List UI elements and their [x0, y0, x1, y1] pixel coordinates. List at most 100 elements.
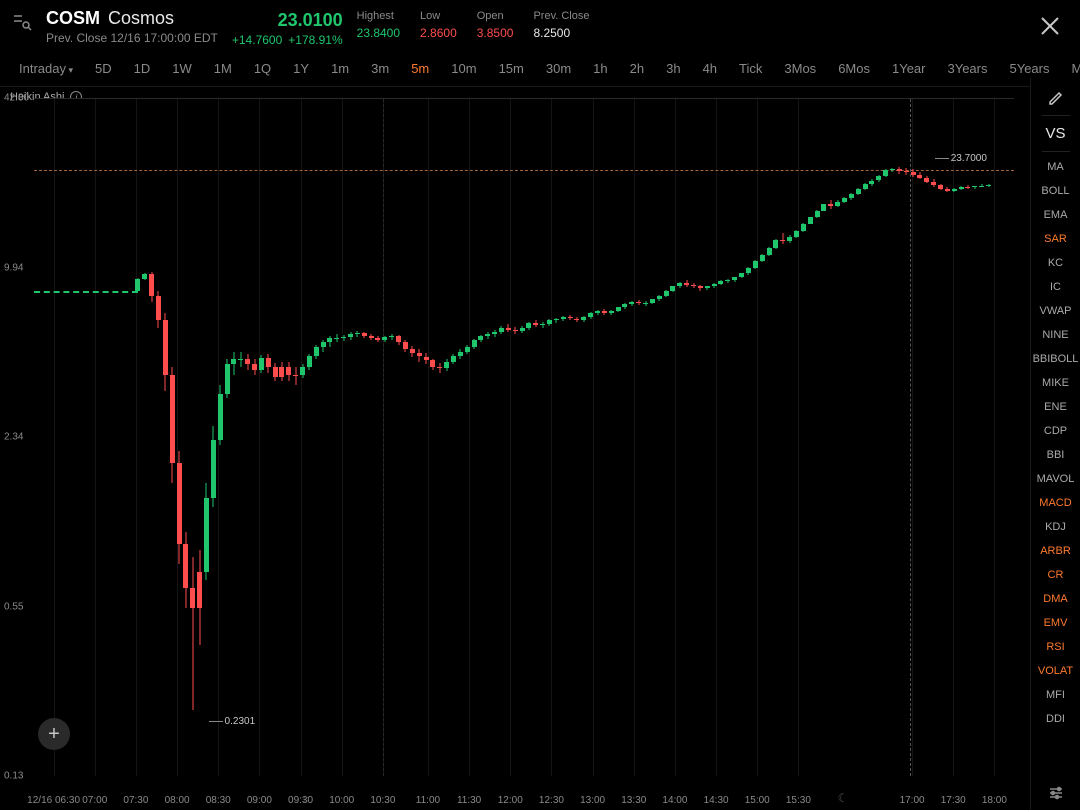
- x-axis-label: 10:00: [329, 795, 354, 806]
- timeframe-1w[interactable]: 1W: [163, 59, 201, 78]
- indicator-boll[interactable]: BOLL: [1033, 179, 1079, 203]
- x-axis-label: 15:00: [745, 795, 770, 806]
- candle: [718, 280, 723, 285]
- candle: [732, 277, 737, 282]
- candle: [533, 320, 538, 327]
- candle: [334, 334, 339, 343]
- candle: [355, 331, 360, 337]
- candle: [945, 187, 950, 192]
- indicator-kc[interactable]: KC: [1033, 251, 1079, 275]
- x-axis-label: 13:30: [621, 795, 646, 806]
- indicator-rsi[interactable]: RSI: [1033, 635, 1079, 659]
- indicator-mavol[interactable]: MAVOL: [1033, 467, 1079, 491]
- indicator-mike[interactable]: MIKE: [1033, 371, 1079, 395]
- indicator-ene[interactable]: ENE: [1033, 395, 1079, 419]
- candle: [705, 286, 710, 290]
- timeframe-4h[interactable]: 4h: [694, 59, 726, 78]
- indicator-arbr[interactable]: ARBR: [1033, 539, 1079, 563]
- x-axis-label: 18:00: [982, 795, 1007, 806]
- timeframe-1q[interactable]: 1Q: [245, 59, 280, 78]
- timeframe-2h[interactable]: 2h: [621, 59, 653, 78]
- indicator-dma[interactable]: DMA: [1033, 587, 1079, 611]
- candle: [218, 385, 223, 446]
- indicator-mfi[interactable]: MFI: [1033, 683, 1079, 707]
- close-icon[interactable]: [1038, 14, 1062, 43]
- timeframe-6mos[interactable]: 6Mos: [829, 59, 879, 78]
- candle: [492, 330, 497, 337]
- candle: [327, 336, 332, 347]
- timeframe-1m[interactable]: 1M: [205, 59, 241, 78]
- indicator-volat[interactable]: VOLAT: [1033, 659, 1079, 683]
- candle: [828, 200, 833, 208]
- timeframe-5m[interactable]: 5m: [402, 59, 438, 78]
- candle: [767, 247, 772, 256]
- timeframe-intraday[interactable]: Intraday: [10, 59, 82, 78]
- candle: [561, 316, 566, 321]
- edit-icon[interactable]: [1031, 82, 1080, 112]
- indicator-macd[interactable]: MACD: [1033, 491, 1079, 515]
- chart-canvas[interactable]: 23.70000.2301: [34, 98, 1014, 776]
- timeframe-5years[interactable]: 5Years: [1000, 59, 1058, 78]
- candle: [375, 336, 380, 342]
- ticker-symbol[interactable]: COSM: [46, 8, 100, 29]
- timeframe-3years[interactable]: 3Years: [938, 59, 996, 78]
- add-indicator-button[interactable]: +: [38, 718, 70, 750]
- candle: [931, 179, 936, 187]
- candle: [890, 168, 895, 173]
- timeframe-1m[interactable]: 1m: [322, 59, 358, 78]
- candle: [965, 185, 970, 189]
- timeframe-15m[interactable]: 15m: [490, 59, 533, 78]
- timeframe-3mos[interactable]: 3Mos: [775, 59, 825, 78]
- timeframe-3m[interactable]: 3m: [362, 59, 398, 78]
- indicator-nine[interactable]: NINE: [1033, 323, 1079, 347]
- timeframe-5d[interactable]: 5D: [86, 59, 121, 78]
- timeframe-1d[interactable]: 1D: [125, 59, 160, 78]
- candle: [382, 336, 387, 342]
- candle: [341, 335, 346, 341]
- ohlc-label: Open: [477, 10, 514, 22]
- search-icon[interactable]: [12, 8, 32, 37]
- candle: [602, 309, 607, 315]
- timeframe-1year[interactable]: 1Year: [883, 59, 935, 78]
- timeframe-30m[interactable]: 30m: [537, 59, 580, 78]
- candle: [698, 285, 703, 291]
- candle: [170, 367, 175, 483]
- indicator-cr[interactable]: CR: [1033, 563, 1079, 587]
- indicator-ddi[interactable]: DDI: [1033, 707, 1079, 731]
- ohlc-value: 3.8500: [477, 26, 514, 40]
- candle: [712, 283, 717, 288]
- candle: [609, 310, 614, 315]
- y-axis-label: 42.30: [4, 93, 29, 104]
- indicator-ic[interactable]: IC: [1033, 275, 1079, 299]
- timeframe-tick[interactable]: Tick: [730, 59, 771, 78]
- candle: [657, 295, 662, 301]
- indicator-ma[interactable]: MA: [1033, 155, 1079, 179]
- timeframe-1y[interactable]: 1Y: [284, 59, 318, 78]
- candle: [739, 273, 744, 279]
- price-annotation: 0.2301: [209, 716, 256, 727]
- candle: [444, 359, 449, 371]
- indicator-bbiboll[interactable]: BBIBOLL: [1033, 347, 1079, 371]
- y-axis-label: 2.34: [4, 432, 23, 443]
- indicator-bbi[interactable]: BBI: [1033, 443, 1079, 467]
- timeframe-3h[interactable]: 3h: [657, 59, 689, 78]
- rail-settings-icon[interactable]: [1031, 784, 1080, 802]
- indicator-ema[interactable]: EMA: [1033, 203, 1079, 227]
- timeframe-1h[interactable]: 1h: [584, 59, 616, 78]
- indicator-kdj[interactable]: KDJ: [1033, 515, 1079, 539]
- timeframe-max[interactable]: Max: [1062, 59, 1080, 78]
- candle: [197, 550, 202, 645]
- candle: [163, 313, 168, 391]
- vs-compare-button[interactable]: VS: [1031, 119, 1080, 148]
- timeframe-10m[interactable]: 10m: [442, 59, 485, 78]
- ohlc-label: Prev. Close: [533, 10, 589, 22]
- indicator-emv[interactable]: EMV: [1033, 611, 1079, 635]
- candle: [293, 367, 298, 385]
- candle: [725, 279, 730, 283]
- indicator-vwap[interactable]: VWAP: [1033, 299, 1079, 323]
- candle: [849, 193, 854, 200]
- indicator-cdp[interactable]: CDP: [1033, 419, 1079, 443]
- indicator-sar[interactable]: SAR: [1033, 227, 1079, 251]
- candle: [904, 168, 909, 174]
- chart-area: 42.309.942.340.550.13 23.70000.2301 12/1…: [0, 98, 1030, 810]
